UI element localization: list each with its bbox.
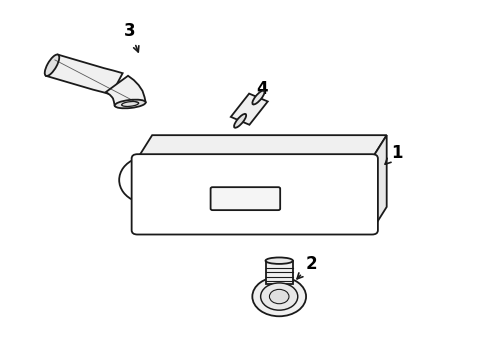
- FancyBboxPatch shape: [211, 187, 280, 210]
- Circle shape: [252, 277, 306, 316]
- Polygon shape: [231, 94, 268, 125]
- Text: 4: 4: [252, 80, 268, 106]
- Ellipse shape: [115, 100, 146, 108]
- Circle shape: [270, 289, 289, 304]
- Text: 2: 2: [297, 255, 317, 279]
- Ellipse shape: [266, 257, 293, 264]
- Polygon shape: [138, 135, 387, 158]
- Ellipse shape: [252, 91, 265, 104]
- Ellipse shape: [45, 54, 59, 76]
- Ellipse shape: [234, 114, 246, 128]
- FancyBboxPatch shape: [132, 154, 378, 234]
- Text: 1: 1: [385, 144, 402, 164]
- Circle shape: [261, 283, 298, 310]
- Polygon shape: [106, 76, 146, 106]
- Polygon shape: [266, 261, 293, 284]
- Polygon shape: [46, 55, 122, 95]
- Polygon shape: [372, 135, 387, 230]
- Text: 3: 3: [124, 22, 139, 52]
